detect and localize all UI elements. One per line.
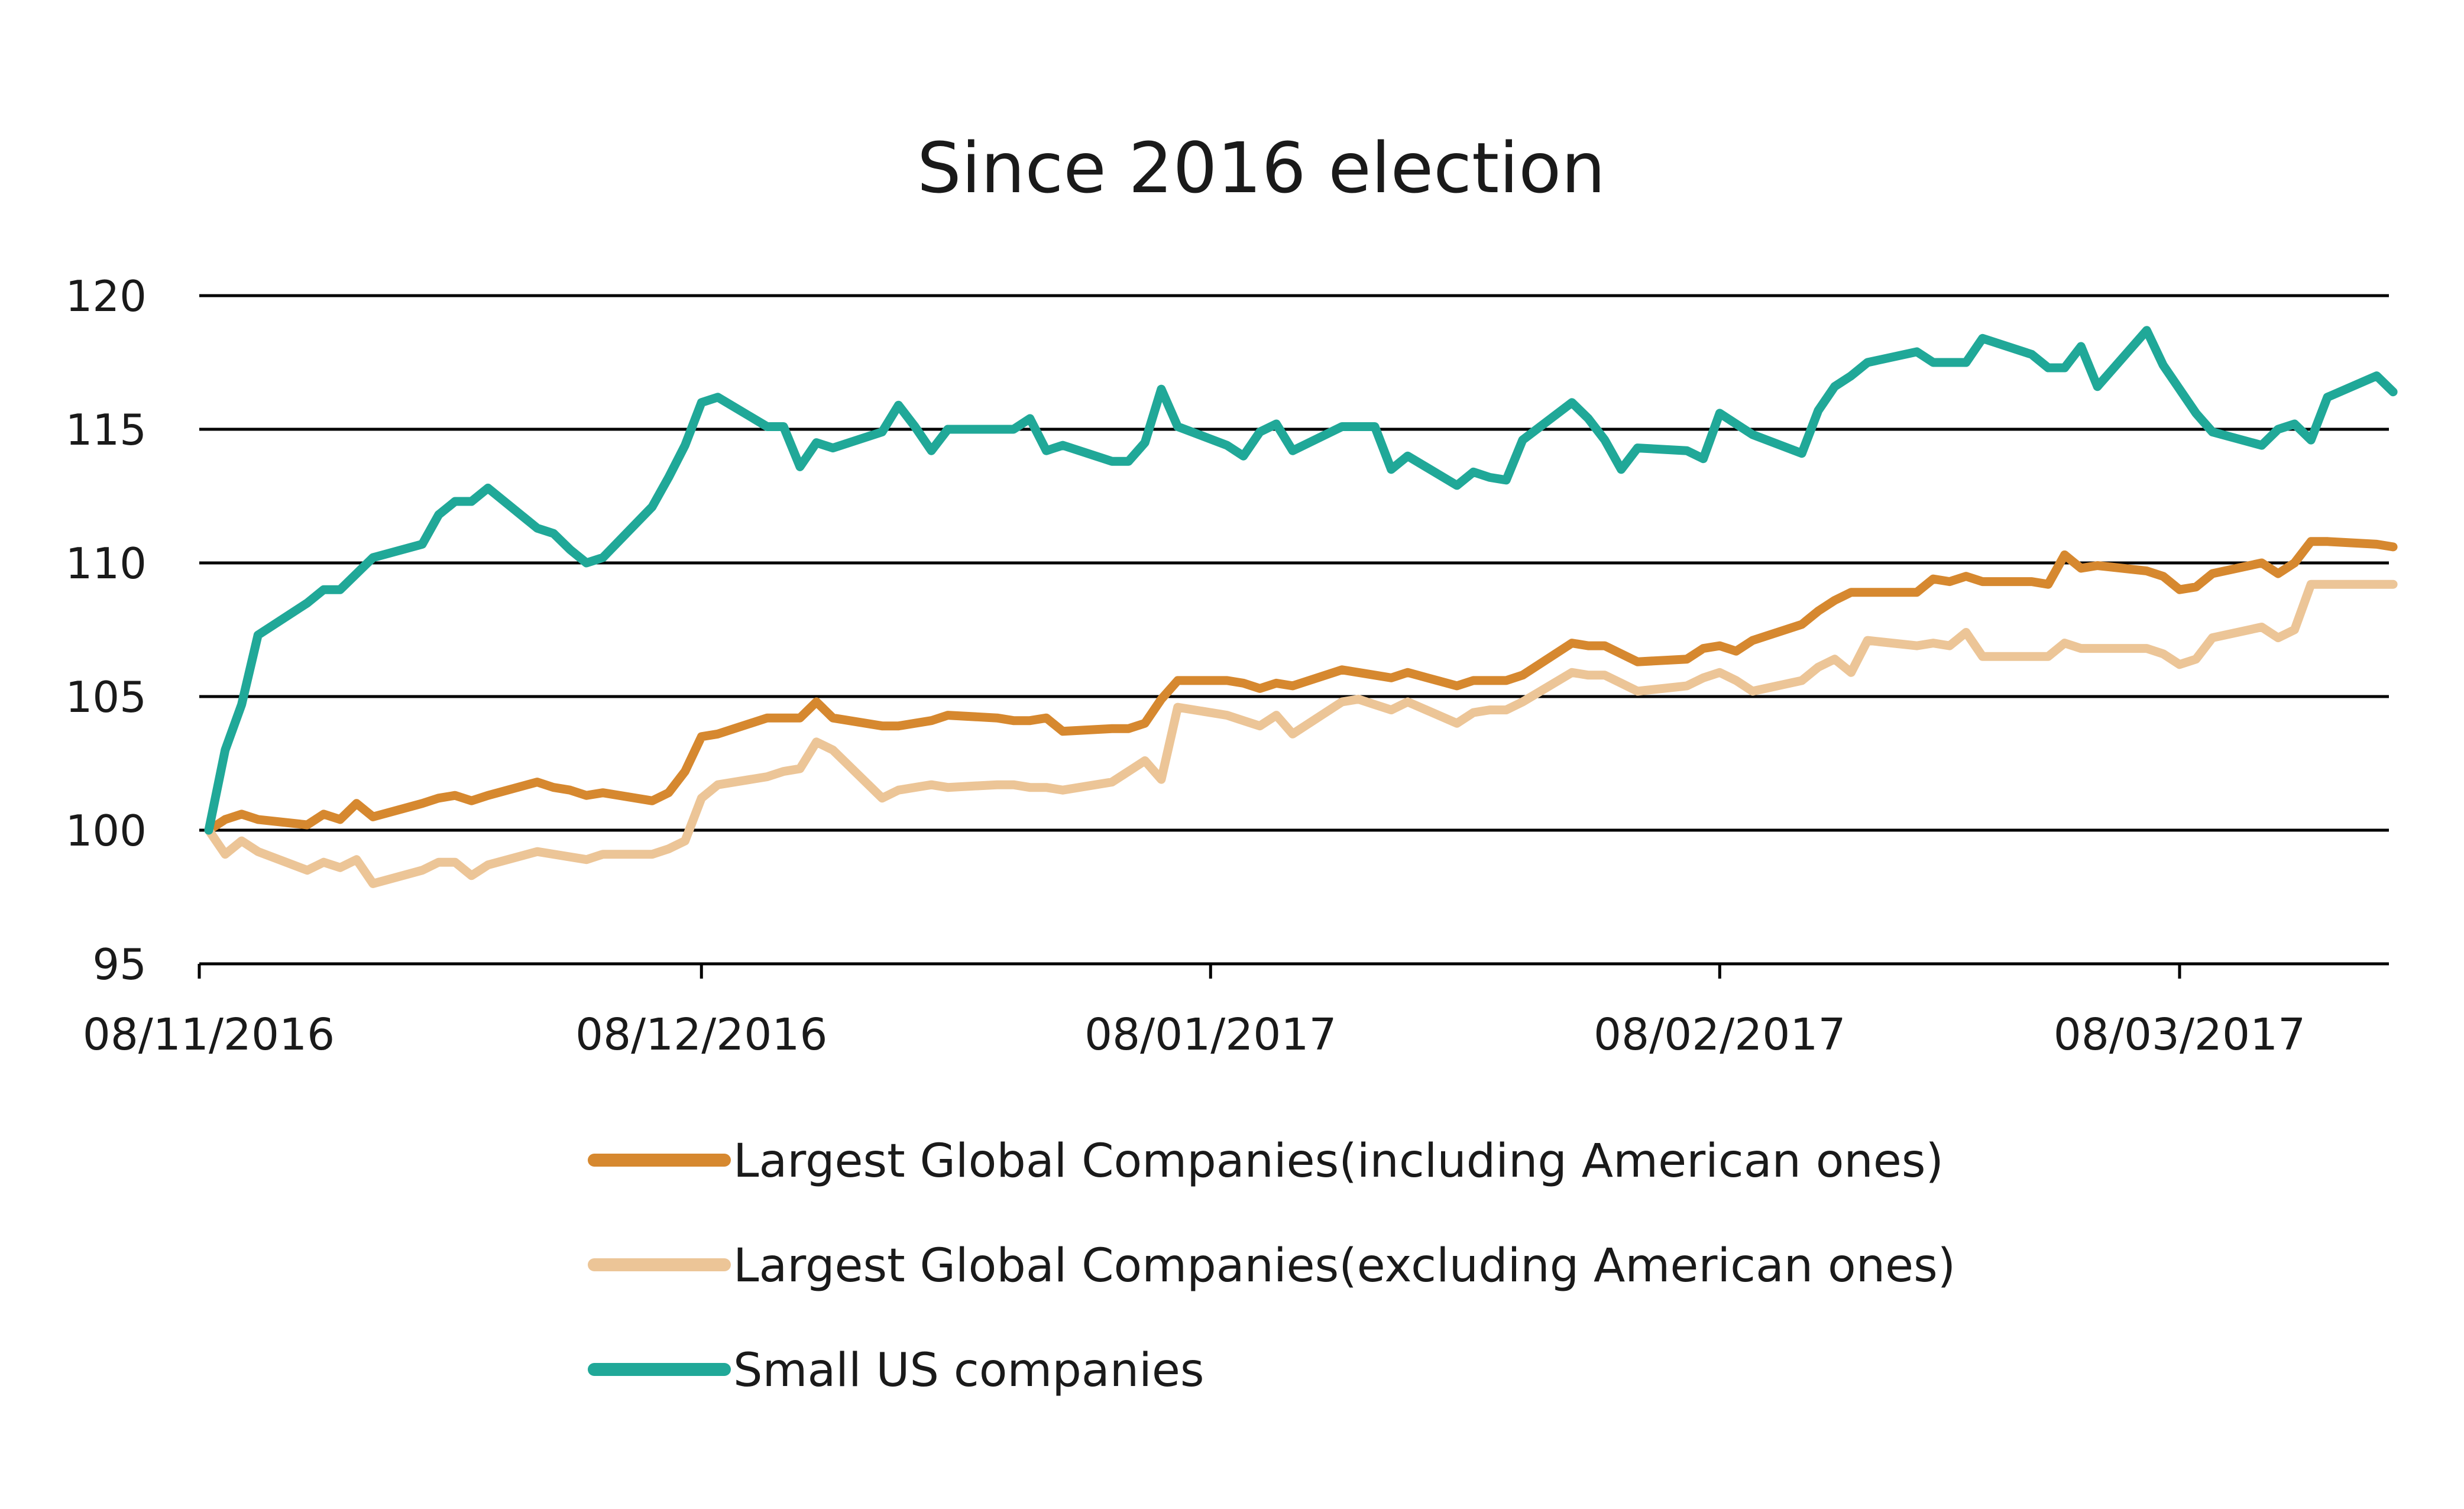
series-line-2	[204, 579, 2398, 888]
y-tick-label: 100	[66, 806, 147, 856]
chart-title: Since 2016 election	[917, 127, 1605, 209]
x-axis-tick-labels: 08/11/2016 08/12/2016 08/01/2017 08/02/2017…	[83, 1009, 2306, 1060]
y-tick-label: 115	[66, 405, 147, 455]
y-tick-label: 105	[66, 672, 147, 722]
x-tick-label: 08/03/2017	[2054, 1009, 2306, 1060]
x-axis	[197, 962, 2389, 979]
legend: Largest Global Companies(including Ameri…	[588, 1135, 1955, 1397]
y-tick-label: 120	[66, 271, 147, 321]
series-lines	[204, 326, 2398, 888]
gridlines	[199, 294, 2389, 832]
y-tick-label: 110	[66, 539, 147, 588]
y-axis-tick-labels: 95 100 105 110 115 120	[66, 271, 147, 989]
series-line-1	[204, 537, 2398, 835]
x-tick-label: 08/02/2017	[1594, 1009, 1846, 1060]
series-line-3	[204, 326, 2398, 835]
x-tick-label: 08/11/2016	[83, 1009, 335, 1060]
x-tick-label: 08/01/2017	[1084, 1009, 1337, 1060]
legend-label-1: Largest Global Companies(including Ameri…	[733, 1135, 1944, 1188]
x-tick-label: 08/12/2016	[575, 1009, 828, 1060]
legend-label-3: Small US companies	[733, 1344, 1204, 1397]
y-tick-label: 95	[92, 940, 147, 989]
legend-label-2: Largest Global Companies(excluding Ameri…	[733, 1239, 1955, 1293]
